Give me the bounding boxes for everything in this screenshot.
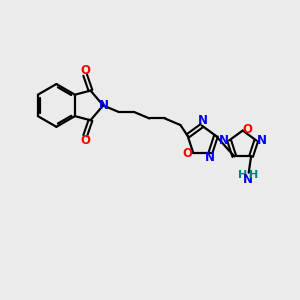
Text: H: H	[238, 170, 248, 180]
Text: N: N	[256, 134, 267, 147]
Text: N: N	[205, 152, 215, 164]
Text: O: O	[80, 134, 90, 147]
Text: O: O	[80, 64, 90, 76]
Text: N: N	[197, 114, 207, 127]
Text: O: O	[243, 123, 253, 136]
Text: O: O	[183, 148, 193, 160]
Text: N: N	[219, 134, 229, 147]
Text: N: N	[99, 99, 109, 112]
Text: H: H	[249, 170, 259, 180]
Text: N: N	[243, 173, 253, 186]
